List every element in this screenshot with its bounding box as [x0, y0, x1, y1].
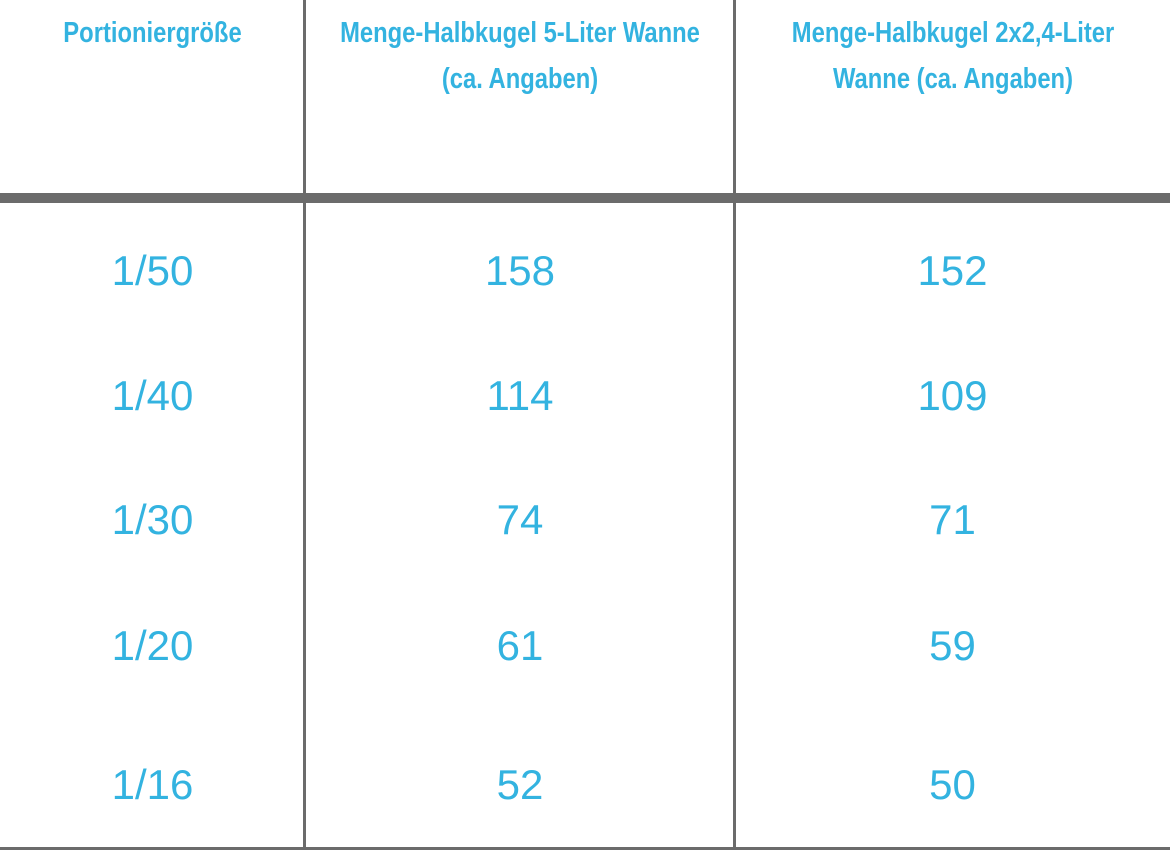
header-5-liter-tub-line1: Menge-Halbkugel 5-Liter Wanne — [340, 17, 700, 49]
portion-size-cell: 1/30 — [111, 496, 194, 543]
tub-5-liter-cell: 74 — [496, 496, 544, 543]
column-divider-1 — [303, 0, 306, 850]
table-row: 1/40 114 109 — [0, 366, 1170, 466]
header-2x2-4-liter-tub: Menge-Halbkugel 2x2,4-Liter Wanne (ca. A… — [719, 10, 1170, 102]
tub-5-liter-cell: 114 — [486, 372, 554, 419]
tub-2x2-4-liter-cell: 152 — [917, 247, 988, 294]
header-5-liter-tub: Menge-Halbkugel 5-Liter Wanne (ca. Angab… — [286, 10, 753, 102]
tub-2x2-4-liter-cell: 50 — [929, 761, 976, 808]
column-divider-2 — [733, 0, 736, 850]
portion-size-cell: 1/20 — [111, 622, 194, 669]
tub-2x2-4-liter-cell: 109 — [917, 372, 988, 419]
header-2x2-4-liter-tub-line1: Menge-Halbkugel 2x2,4-Liter — [791, 17, 1115, 49]
header-2x2-4-liter-tub-line2: Wanne (ca. Angaben) — [832, 63, 1074, 95]
table-row: 1/50 158 152 — [0, 241, 1170, 341]
header-portion-size-line1: Portioniergröße — [63, 17, 242, 49]
portion-size-cell: 1/40 — [111, 372, 194, 419]
header-5-liter-tub-line2: (ca. Angaben) — [441, 63, 599, 95]
portion-size-cell: 1/16 — [111, 761, 194, 808]
tub-5-liter-cell: 61 — [496, 622, 544, 669]
tub-5-liter-cell: 158 — [484, 247, 556, 294]
tub-2x2-4-liter-cell: 71 — [929, 496, 976, 543]
table-row: 1/30 74 71 — [0, 490, 1170, 590]
table-row: 1/20 61 59 — [0, 616, 1170, 716]
tub-5-liter-cell: 52 — [496, 761, 544, 808]
header-portion-size: Portioniergröße — [27, 10, 277, 56]
portion-size-cell: 1/50 — [111, 247, 194, 294]
header-divider — [0, 193, 1170, 203]
tub-2x2-4-liter-cell: 59 — [929, 622, 976, 669]
table-row: 1/16 52 50 — [0, 755, 1170, 855]
